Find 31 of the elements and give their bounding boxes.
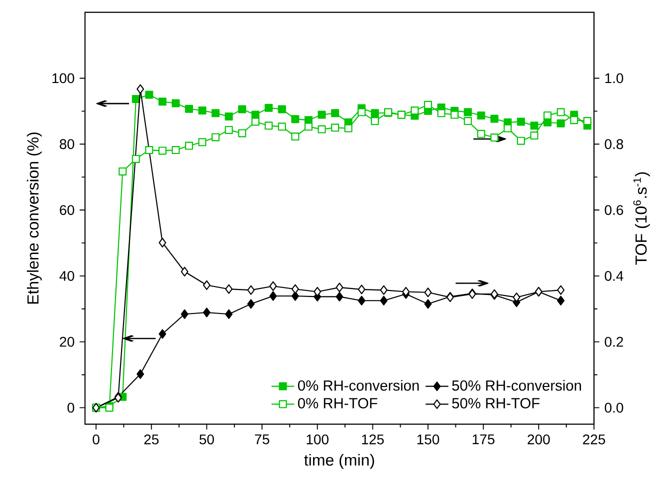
x-tick-label: 150 bbox=[417, 434, 440, 444]
x-axis-title: time (min) bbox=[304, 454, 374, 469]
x-tick-label: 25 bbox=[144, 434, 159, 444]
x-tick-label: 125 bbox=[362, 434, 384, 444]
y-tick-label: 80 bbox=[60, 139, 74, 150]
legend-label: 50% RH-conversion bbox=[452, 380, 581, 391]
x-tick-label: 175 bbox=[472, 434, 494, 444]
y-tick-label: 60 bbox=[60, 205, 74, 215]
x-tick-label: 75 bbox=[254, 434, 270, 444]
y-axis-title: Ethylene conversion (%) bbox=[26, 132, 42, 304]
x-tick-label: 50 bbox=[199, 434, 214, 444]
y2-tick-label: 0.2 bbox=[604, 336, 624, 347]
x-tick-label: 200 bbox=[528, 434, 550, 444]
y2-tick-label: 0.0 bbox=[604, 402, 624, 413]
y-tick-label: 20 bbox=[60, 336, 74, 347]
y2-axis-title: TOF (10$^{6}$.s$^{-1}$) bbox=[633, 172, 650, 265]
legend-label: 0% RH-conversion bbox=[298, 380, 419, 391]
legend-label: 50% RH-TOF bbox=[452, 398, 540, 408]
y2-tick-label: 0.6 bbox=[604, 205, 624, 215]
y2-tick-label: 0.8 bbox=[604, 139, 624, 150]
legend-label: 0% RH-TOF bbox=[298, 398, 378, 408]
y2-tick-label: 0.4 bbox=[604, 270, 624, 281]
annotation: → bbox=[456, 280, 488, 287]
y-tick-label: 40 bbox=[59, 270, 74, 281]
x-tick-label: 0 bbox=[92, 434, 100, 444]
x-tick-label: 100 bbox=[306, 434, 328, 444]
annotation: ← bbox=[96, 100, 130, 107]
y-tick-label: 0 bbox=[67, 402, 74, 413]
x-tick-label: 225 bbox=[583, 434, 606, 444]
y-tick-label: 100 bbox=[52, 73, 74, 84]
y2-tick-label: 1.0 bbox=[605, 73, 624, 84]
